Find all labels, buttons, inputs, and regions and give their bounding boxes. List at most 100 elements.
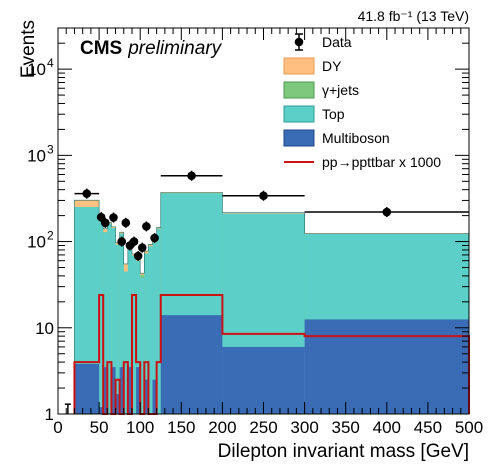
bin-bar bbox=[115, 394, 120, 414]
y-axis-title: Events bbox=[18, 20, 39, 78]
data-marker bbox=[82, 189, 92, 198]
bin-bar bbox=[131, 255, 137, 414]
x-tick-label: 100 bbox=[126, 418, 154, 437]
legend-swatch bbox=[283, 129, 315, 147]
data-point bbox=[142, 221, 151, 232]
data-point bbox=[304, 207, 469, 218]
bin-bar bbox=[111, 367, 116, 414]
data-marker bbox=[150, 233, 159, 243]
legend-label: γ+jets bbox=[322, 82, 359, 98]
legend-item: DY bbox=[283, 57, 342, 75]
bin-bar bbox=[160, 315, 223, 414]
stacked-histograms bbox=[74, 192, 470, 414]
bin-bar bbox=[156, 228, 161, 414]
x-tick-label: 300 bbox=[290, 418, 318, 437]
bin-bar bbox=[152, 379, 157, 414]
legend-item: γ+jets bbox=[283, 81, 359, 99]
y-tick-exponent: 4 bbox=[47, 56, 54, 70]
data-point bbox=[160, 170, 223, 181]
x-tick-label: 450 bbox=[414, 418, 442, 437]
y-tick-label: 10 bbox=[27, 233, 46, 252]
data-marker bbox=[382, 207, 392, 217]
bin-bar bbox=[107, 223, 112, 414]
bin-bar bbox=[144, 379, 149, 414]
x-tick-label: 50 bbox=[90, 418, 109, 437]
data-point bbox=[121, 217, 131, 228]
bin-bar bbox=[123, 271, 128, 414]
bin-bar bbox=[148, 246, 153, 414]
bin-bar bbox=[127, 248, 132, 414]
y-tick-label: 10 bbox=[35, 319, 54, 338]
y-tick-label: 10 bbox=[27, 60, 46, 79]
data-point bbox=[222, 190, 305, 201]
bin-bar bbox=[144, 253, 149, 414]
x-tick-label: 150 bbox=[167, 418, 195, 437]
data-marker bbox=[109, 213, 118, 222]
legend-item: pp→ppttbar x 1000 bbox=[284, 154, 441, 170]
x-tick-label: 250 bbox=[249, 418, 277, 437]
bin-bar bbox=[152, 242, 157, 414]
y-tick-exponent: 2 bbox=[47, 229, 54, 243]
x-tick-label: 0 bbox=[53, 418, 62, 437]
data-point-low bbox=[64, 403, 71, 414]
bin-bar bbox=[136, 261, 141, 414]
bin-bar bbox=[140, 277, 145, 414]
signal-histogram bbox=[73, 294, 470, 415]
x-tick-label: 500 bbox=[455, 418, 483, 437]
data-marker bbox=[121, 218, 131, 228]
legend-label: DY bbox=[322, 58, 342, 74]
data-point bbox=[74, 188, 100, 199]
bin-bar bbox=[111, 228, 116, 414]
x-tick-label: 350 bbox=[332, 418, 360, 437]
data-marker bbox=[142, 222, 151, 231]
legend-item: Multiboson bbox=[283, 129, 390, 147]
signal-line bbox=[73, 294, 470, 415]
bin-bar bbox=[127, 367, 132, 414]
cms-status: preliminary bbox=[127, 38, 222, 59]
cms-experiment: CMS bbox=[80, 38, 122, 59]
legend-swatch bbox=[283, 57, 315, 75]
cms-label: CMS preliminary bbox=[80, 38, 223, 59]
data-marker bbox=[129, 237, 139, 246]
legend-label: Multiboson bbox=[322, 130, 390, 146]
y-tick-label: 10 bbox=[27, 146, 46, 165]
data-point bbox=[129, 236, 139, 247]
data-marker bbox=[133, 251, 143, 261]
legend-item: Data bbox=[294, 33, 352, 51]
bin-bar bbox=[136, 367, 141, 414]
y-tick-exponent: 3 bbox=[47, 142, 54, 156]
legend-label: Data bbox=[322, 34, 352, 50]
legend-label: pp→ppttbar x 1000 bbox=[322, 154, 441, 170]
data-points bbox=[64, 170, 469, 414]
data-point bbox=[137, 242, 147, 253]
data-point bbox=[150, 232, 159, 243]
bin-bar bbox=[99, 219, 104, 414]
legend-item: Top bbox=[283, 105, 345, 123]
x-tick-label: 400 bbox=[373, 418, 401, 437]
bin-bar bbox=[304, 319, 469, 414]
data-marker bbox=[187, 171, 196, 181]
data-point bbox=[100, 217, 110, 228]
legend-marker bbox=[294, 37, 304, 47]
bin-bar bbox=[115, 244, 120, 414]
axes bbox=[57, 27, 470, 415]
data-marker bbox=[117, 237, 127, 246]
legend: Data DY γ+jets Top Multiboson pp→ppttbar x 10… bbox=[283, 33, 441, 170]
data-marker bbox=[137, 243, 147, 252]
bin-bar bbox=[119, 367, 124, 414]
y-tick-label: 1 bbox=[45, 405, 54, 424]
bin-bar bbox=[99, 407, 104, 414]
bin-bar bbox=[103, 232, 108, 414]
legend-swatch bbox=[283, 81, 315, 99]
data-point bbox=[109, 212, 118, 223]
legend-swatch bbox=[283, 105, 315, 123]
data-point bbox=[133, 251, 143, 262]
x-axis-title: Dilepton invariant mass [GeV] bbox=[218, 441, 469, 462]
data-marker bbox=[259, 191, 268, 201]
data-marker bbox=[100, 218, 110, 228]
data-point bbox=[117, 236, 127, 247]
legend-label: Top bbox=[322, 106, 345, 122]
bin-bar bbox=[119, 233, 124, 414]
